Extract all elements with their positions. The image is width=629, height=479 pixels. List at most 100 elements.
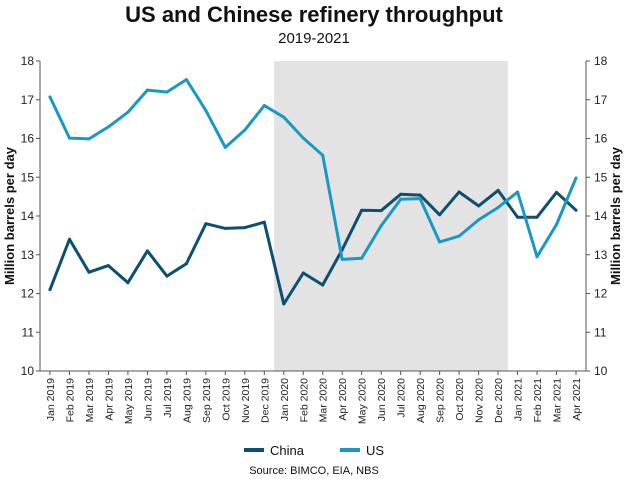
x-tick-label: Feb 2021 — [532, 378, 544, 423]
data-point-us — [516, 190, 520, 194]
x-tick-label: Mar 2021 — [552, 378, 564, 423]
y-tick-label-right: 16 — [594, 132, 608, 146]
x-tick-label: Jul 2020 — [396, 378, 408, 418]
data-point-us — [282, 115, 286, 119]
data-point-us — [360, 256, 364, 260]
data-point-us — [418, 197, 422, 201]
data-point-china — [48, 288, 52, 292]
data-point-us — [399, 197, 403, 201]
data-point-china — [555, 190, 558, 194]
chart-subtitle: 2019-2021 — [278, 30, 350, 47]
data-point-us — [457, 234, 461, 238]
chart-title: US and Chinese refinery throughput — [125, 2, 503, 27]
y-tick-label-left: 17 — [21, 93, 35, 107]
data-point-china — [145, 249, 149, 253]
data-point-us — [184, 78, 188, 82]
x-tick-label: Aug 2019 — [181, 378, 193, 423]
x-tick-label: Sep 2020 — [435, 378, 447, 423]
x-tick-label: Feb 2020 — [298, 378, 310, 423]
series-line-us — [48, 78, 578, 261]
data-point-us — [204, 109, 208, 113]
x-tick-label: Dec 2019 — [259, 378, 271, 423]
y-tick-label-right: 10 — [594, 364, 608, 378]
x-tick-label: Jan 2021 — [513, 378, 525, 421]
x-tick-label: Oct 2019 — [220, 378, 232, 421]
y-tick-label-left: 12 — [21, 287, 35, 301]
x-tick-label: Nov 2019 — [240, 378, 252, 423]
data-point-us — [145, 88, 149, 92]
data-point-us — [379, 224, 383, 228]
y-tick-label-right: 12 — [594, 287, 608, 301]
data-point-us — [262, 104, 266, 108]
data-point-china — [204, 222, 208, 226]
data-point-china — [379, 209, 383, 213]
data-point-china — [262, 220, 266, 224]
legend-us-label: US — [366, 443, 384, 458]
y-tick-label-right: 11 — [594, 325, 607, 339]
y-tick-label-left: 15 — [21, 170, 35, 184]
y-axis-right-label: Million barrels per day — [608, 146, 623, 285]
legend: China US — [244, 443, 384, 458]
x-tick-label: Sep 2019 — [201, 378, 213, 423]
y-tick-label-right: 14 — [594, 209, 608, 223]
data-point-us — [106, 125, 110, 129]
series-line-china — [48, 188, 578, 306]
y-tick-label-left: 10 — [21, 364, 35, 378]
data-point-china — [165, 274, 169, 278]
y-axis-right: 10 11 12 13 14 15 16 17 18 — [586, 54, 608, 378]
data-point-us — [243, 128, 247, 132]
x-tick-label: Apr 2020 — [337, 378, 349, 421]
data-point-china — [126, 281, 130, 285]
y-axis-left: 10 11 12 13 14 15 16 17 18 — [21, 54, 40, 378]
x-tick-label: Apr 2021 — [571, 378, 583, 421]
y-tick-label-left: 16 — [21, 132, 35, 146]
data-point-us — [223, 145, 227, 149]
chart-source: Source: BIMCO, EIA, NBS — [249, 465, 379, 477]
data-point-us — [340, 257, 344, 261]
data-point-china — [282, 302, 286, 306]
x-tick-label: Jul 2019 — [162, 378, 174, 418]
data-point-china — [438, 213, 442, 217]
x-tick-label: Apr 2019 — [103, 378, 115, 421]
data-point-us — [321, 153, 325, 157]
x-tick-label: Jan 2020 — [279, 378, 291, 421]
data-point-china — [496, 188, 500, 192]
data-point-china — [574, 208, 578, 212]
data-point-china — [321, 283, 325, 287]
data-point-us — [87, 137, 91, 141]
shaded-period — [274, 61, 508, 371]
data-point-us — [126, 110, 130, 114]
data-point-us — [555, 223, 558, 226]
data-point-us — [438, 240, 442, 244]
data-point-us — [574, 176, 578, 180]
data-point-us — [301, 136, 305, 140]
series-group — [48, 78, 578, 306]
x-tick-label: Mar 2019 — [84, 378, 96, 423]
x-tick-label: Mar 2020 — [318, 378, 330, 423]
data-point-china — [301, 271, 305, 275]
data-point-china — [87, 270, 91, 274]
data-point-china — [516, 215, 520, 219]
data-point-china — [184, 262, 188, 266]
y-tick-label-right: 18 — [594, 54, 608, 68]
data-point-china — [68, 237, 71, 241]
data-point-china — [477, 204, 481, 208]
y-tick-label-left: 14 — [21, 209, 35, 223]
data-point-us — [48, 95, 52, 99]
x-tick-label: Jun 2019 — [142, 378, 154, 421]
data-point-china — [399, 192, 403, 196]
data-point-us — [477, 218, 481, 222]
x-tick-label: Dec 2020 — [493, 378, 505, 423]
y-tick-label-left: 13 — [21, 248, 35, 262]
y-axis-left-label: Million barrels per day — [2, 146, 17, 285]
data-point-china — [243, 226, 247, 230]
data-point-us — [165, 90, 169, 94]
data-point-us — [535, 255, 539, 259]
data-point-china — [360, 208, 364, 212]
x-tick-label: Jun 2020 — [376, 378, 388, 421]
y-tick-label-right: 13 — [594, 248, 608, 262]
x-tick-label: Oct 2020 — [454, 378, 466, 421]
data-point-china — [535, 215, 539, 219]
